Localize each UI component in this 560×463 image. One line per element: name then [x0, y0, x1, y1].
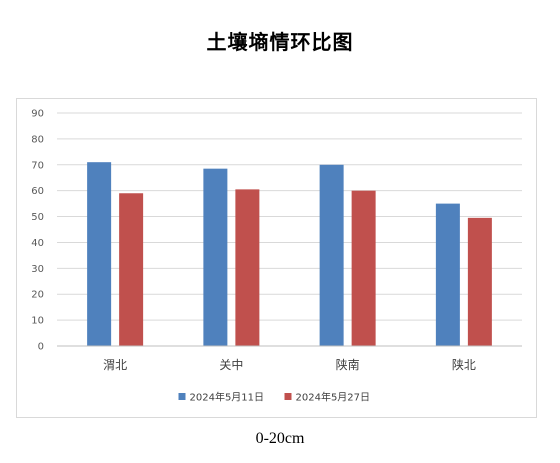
y-tick-label: 30 [31, 264, 44, 275]
chart-area: 0 10 20 30 40 50 60 70 80 90 渭北 关中 陕南 陕北 2024年5月11日 2… [16, 98, 537, 418]
y-tick-label: 10 [31, 316, 44, 327]
depth-caption: 0-20cm [255, 430, 305, 447]
x-category-label: 陕南 [336, 357, 360, 372]
bar [435, 203, 460, 346]
bar [235, 189, 260, 346]
bars [87, 162, 492, 346]
x-category-label: 陕北 [452, 357, 476, 372]
bar [87, 162, 112, 346]
legend-swatch [284, 393, 292, 400]
legend-item: 2024年5月11日 [178, 391, 265, 404]
bar [119, 193, 144, 346]
y-axis-ticks: 0 10 20 30 40 50 60 70 80 90 [31, 109, 44, 353]
bar [467, 217, 492, 346]
y-tick-label: 90 [31, 109, 44, 120]
y-tick-label: 80 [31, 134, 44, 145]
legend-swatch [178, 393, 186, 400]
y-tick-label: 0 [38, 342, 44, 353]
y-tick-label: 60 [31, 186, 44, 197]
y-tick-label: 70 [31, 160, 44, 171]
x-category-label: 关中 [219, 357, 243, 372]
y-tick-label: 40 [31, 238, 44, 249]
chart-title: 土壤墒情环比图 [206, 30, 354, 54]
legend-label: 2024年5月11日 [190, 391, 265, 404]
bar [351, 190, 376, 346]
y-tick-label: 20 [31, 290, 44, 301]
bar [319, 164, 344, 346]
x-category-label: 渭北 [103, 358, 127, 372]
y-tick-label: 50 [31, 212, 44, 223]
legend-item: 2024年5月27日 [284, 391, 371, 404]
bar [203, 168, 228, 346]
legend: 2024年5月11日 2024年5月27日 [178, 391, 371, 404]
legend-label: 2024年5月27日 [296, 391, 371, 404]
x-axis-categories: 渭北 关中 陕南 陕北 [103, 357, 476, 372]
